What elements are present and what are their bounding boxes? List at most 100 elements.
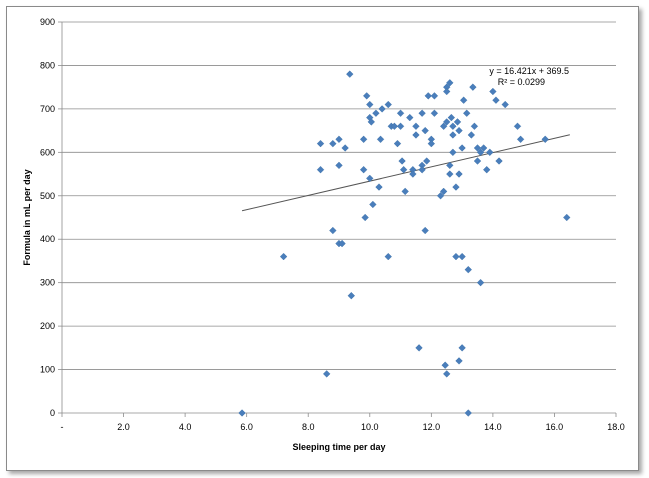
data-point — [459, 96, 468, 104]
y-axis-title: Formula in mL per day — [22, 169, 32, 265]
data-point — [458, 252, 466, 261]
data-point — [359, 166, 368, 174]
data-point — [467, 131, 476, 139]
data-point — [446, 161, 454, 170]
y-tick-label: 900 — [40, 17, 55, 27]
y-tick-label: 0 — [50, 408, 55, 418]
y-tick-label: 100 — [40, 365, 55, 375]
data-point — [372, 109, 380, 117]
y-tick-label: 500 — [40, 191, 55, 201]
data-point — [486, 148, 494, 157]
data-point — [418, 166, 426, 174]
data-point — [393, 139, 402, 148]
data-point — [390, 122, 399, 130]
y-tick-labels: 0 100 200 300 400 500 600 700 800 900 — [40, 17, 55, 418]
trendline — [241, 134, 570, 212]
data-point — [366, 100, 374, 109]
data-point — [238, 409, 246, 417]
data-point — [516, 135, 525, 143]
y-tick-label: 400 — [40, 234, 55, 244]
data-point — [396, 122, 405, 130]
data-point — [453, 118, 462, 126]
data-point — [409, 170, 417, 178]
data-point — [375, 183, 383, 191]
data-point — [473, 144, 482, 152]
data-point — [492, 96, 500, 104]
data-point — [316, 166, 325, 174]
data-point — [513, 122, 522, 130]
axis-ticks — [58, 21, 617, 417]
data-point — [446, 170, 454, 178]
x-tick-label: - — [61, 422, 64, 432]
data-point — [455, 170, 463, 178]
y-tick-label: 800 — [40, 60, 55, 70]
data-point — [424, 92, 432, 100]
data-point — [369, 200, 377, 209]
data-point — [563, 213, 571, 222]
x-tick-label: 8.0 — [302, 422, 315, 432]
x-tick-label: 18.0 — [607, 422, 625, 432]
data-point — [443, 87, 451, 96]
data-point — [335, 161, 343, 170]
y-tick-label: 600 — [40, 147, 55, 157]
x-tick-label: 10.0 — [361, 422, 379, 432]
data-point — [541, 135, 549, 143]
data-point — [418, 109, 426, 117]
data-point — [443, 118, 451, 126]
data-point — [412, 122, 420, 130]
data-point — [463, 109, 471, 117]
data-point — [359, 135, 368, 143]
data-point — [447, 113, 456, 122]
data-point — [415, 344, 423, 352]
data-point — [441, 361, 449, 369]
data-point — [384, 252, 392, 261]
data-point — [464, 409, 472, 417]
data-point — [341, 144, 349, 152]
data-point — [376, 135, 385, 143]
data-point — [469, 83, 477, 91]
data-point — [443, 370, 451, 378]
scatter-chart: 0 100 200 300 400 500 600 700 800 900 - 2.0 4.0 6.0 8… — [22, 17, 625, 452]
x-axis-title: Sleeping time per day — [292, 442, 385, 452]
data-point — [399, 166, 408, 174]
data-point — [335, 135, 343, 143]
data-point — [412, 131, 420, 139]
y-tick-label: 300 — [40, 278, 55, 288]
data-point — [458, 344, 466, 352]
x-tick-label: 16.0 — [546, 422, 564, 432]
data-point — [378, 105, 386, 113]
chart-frame: 0 100 200 300 400 500 600 700 800 900 - 2.0 4.0 6.0 8… — [6, 6, 639, 471]
y-tick-label: 200 — [40, 321, 55, 331]
data-point — [476, 148, 485, 157]
data-point — [455, 357, 463, 365]
data-point — [401, 187, 409, 196]
data-point — [323, 370, 331, 378]
data-point — [421, 226, 429, 235]
data-point — [346, 70, 354, 78]
data-point — [316, 139, 325, 148]
data-point — [483, 166, 491, 174]
data-point — [455, 126, 463, 135]
data-point — [279, 252, 288, 261]
gridlines — [62, 21, 616, 370]
data-point — [452, 183, 460, 191]
data-point — [367, 118, 375, 126]
data-point — [458, 144, 466, 152]
data-point — [449, 148, 457, 157]
y-tick-label: 700 — [40, 104, 55, 114]
data-point — [406, 113, 414, 122]
data-point — [363, 92, 371, 100]
data-point — [473, 157, 482, 165]
data-point — [366, 174, 374, 183]
data-point — [464, 265, 472, 274]
data-point — [439, 122, 448, 130]
data-point — [430, 109, 439, 117]
data-points — [238, 70, 571, 417]
data-point — [329, 139, 337, 148]
data-point — [476, 278, 485, 287]
x-tick-label: 4.0 — [179, 422, 192, 432]
data-point — [439, 187, 448, 196]
data-point — [398, 157, 406, 165]
data-point — [495, 157, 503, 165]
data-point — [449, 122, 457, 130]
